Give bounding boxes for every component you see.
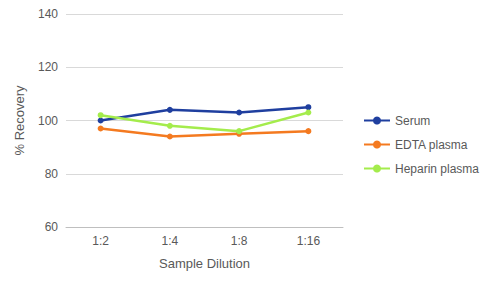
svg-text:100: 100 [38, 114, 58, 128]
svg-text:1:16: 1:16 [297, 234, 321, 248]
svg-text:Serum: Serum [395, 114, 430, 128]
svg-text:% Recovery: % Recovery [12, 85, 27, 156]
svg-text:1:4: 1:4 [162, 234, 179, 248]
svg-text:140: 140 [38, 7, 58, 21]
svg-text:Sample Dilution: Sample Dilution [159, 256, 250, 271]
svg-text:60: 60 [45, 220, 59, 234]
svg-text:1:2: 1:2 [92, 234, 109, 248]
svg-text:1:8: 1:8 [231, 234, 248, 248]
svg-text:120: 120 [38, 60, 58, 74]
svg-text:EDTA plasma: EDTA plasma [395, 138, 468, 152]
svg-text:Heparin plasma: Heparin plasma [395, 162, 479, 176]
svg-text:80: 80 [45, 167, 59, 181]
